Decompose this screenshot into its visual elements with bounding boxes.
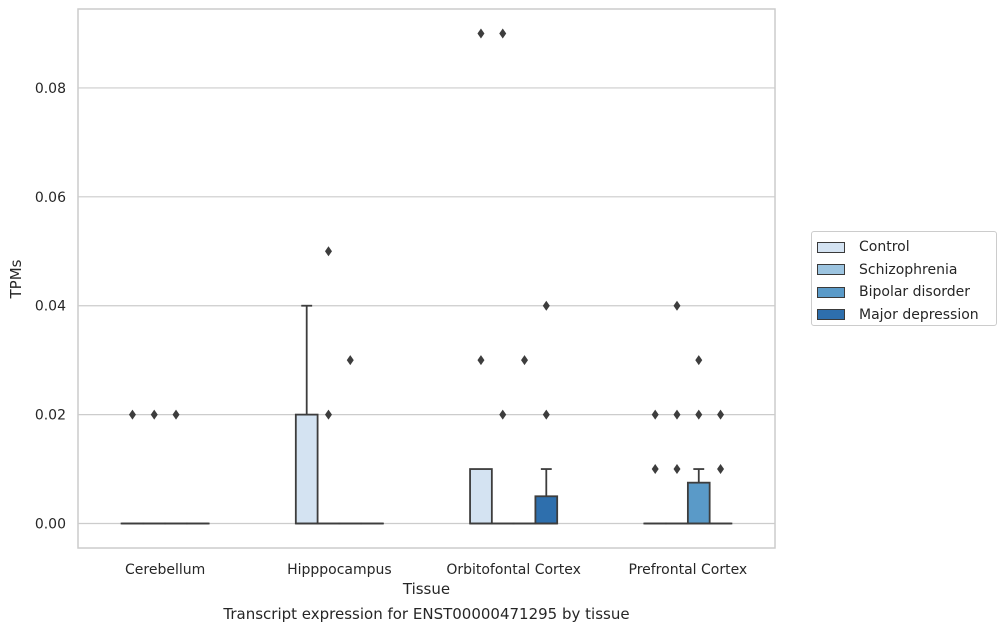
box-body: [294, 413, 319, 525]
y-tick-label: 0.08: [35, 81, 66, 97]
y-tick-label: 0.02: [35, 408, 66, 424]
legend-item-control: Control: [817, 236, 996, 259]
outlier-marker: [128, 409, 136, 420]
box-body: [469, 468, 493, 525]
y-tick-label: 0.00: [35, 517, 66, 533]
legend-item-schizophrenia: Schizophrenia: [817, 259, 996, 282]
outlier-marker: [172, 409, 180, 420]
outlier-marker: [477, 28, 485, 39]
outlier-marker: [324, 409, 332, 420]
box-bipolar-disorder: [686, 468, 711, 525]
outlier-marker: [542, 300, 550, 311]
legend-swatch: [817, 241, 845, 253]
legend-label: Major depression: [859, 306, 979, 323]
x-tick-label: Orbitofontal Cortex: [446, 562, 581, 578]
outlier-marker: [717, 464, 725, 475]
outlier-marker: [717, 409, 725, 420]
outlier-marker: [521, 355, 529, 366]
outlier-marker: [673, 464, 681, 475]
legend-swatch: [817, 309, 845, 321]
y-tick-label: 0.06: [35, 190, 66, 206]
tick-labels: 0.00 0.02 0.04 0.06 0.08 Cerebellum Hipppocamp…: [35, 81, 747, 578]
legend: Control Schizophrenia Bipolar disorder M…: [811, 231, 997, 326]
outlier-marker: [673, 300, 681, 311]
box-body: [686, 481, 711, 525]
boxes: [120, 304, 733, 525]
legend-swatch: [817, 264, 845, 276]
gridlines: [78, 87, 775, 525]
x-axis-label: Tissue: [402, 580, 451, 598]
x-tick-label: Cerebellum: [125, 562, 205, 578]
outlier-marker: [346, 355, 354, 366]
plot-frame: [77, 8, 776, 549]
outlier-marker: [477, 355, 485, 366]
outlier-marker: [695, 355, 703, 366]
outlier-marker: [695, 409, 703, 420]
legend-item-major-depression: Major depression: [817, 304, 996, 327]
box-major-depression: [534, 468, 559, 525]
outliers: [128, 28, 725, 475]
y-tick-label: 0.04: [35, 299, 66, 315]
outlier-marker: [542, 409, 550, 420]
legend-label: Control: [859, 239, 910, 256]
outlier-marker: [651, 409, 659, 420]
y-axis-label: TPMs: [7, 259, 25, 299]
outlier-marker: [499, 409, 507, 420]
legend-item-bipolar-disorder: Bipolar disorder: [817, 281, 996, 304]
outlier-marker: [651, 464, 659, 475]
legend-label: Schizophrenia: [859, 261, 958, 278]
legend-swatch: [817, 286, 845, 298]
legend-label: Bipolar disorder: [859, 284, 971, 301]
box-control: [294, 304, 319, 525]
box-control: [469, 468, 493, 525]
box-body: [534, 495, 559, 525]
outlier-marker: [150, 409, 158, 420]
x-tick-label: Prefrontal Cortex: [629, 562, 748, 578]
outlier-marker: [324, 246, 332, 257]
outlier-marker: [499, 28, 507, 39]
outlier-marker: [673, 409, 681, 420]
x-tick-label: Hipppocampus: [287, 562, 392, 578]
chart-caption: Transcript expression for ENST0000047129…: [223, 605, 630, 623]
